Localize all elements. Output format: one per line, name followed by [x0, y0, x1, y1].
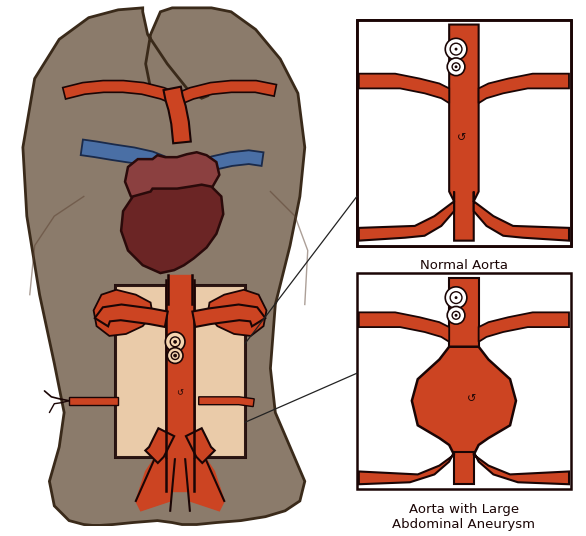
- Bar: [357, 273, 571, 489]
- Circle shape: [450, 292, 462, 303]
- Polygon shape: [69, 397, 118, 405]
- Circle shape: [445, 38, 467, 60]
- Circle shape: [455, 65, 458, 68]
- Polygon shape: [81, 139, 168, 172]
- Circle shape: [165, 332, 185, 352]
- Polygon shape: [412, 347, 516, 455]
- Text: Normal Aorta: Normal Aorta: [420, 259, 508, 272]
- Circle shape: [447, 58, 465, 76]
- Circle shape: [171, 352, 179, 360]
- Bar: [357, 20, 571, 245]
- Polygon shape: [479, 73, 569, 103]
- Polygon shape: [168, 275, 192, 304]
- Polygon shape: [163, 87, 191, 143]
- Polygon shape: [125, 152, 219, 211]
- Circle shape: [447, 307, 465, 324]
- Circle shape: [452, 63, 460, 71]
- Polygon shape: [199, 397, 254, 407]
- Text: Aorta with Large
Abdominal Aneurysm: Aorta with Large Abdominal Aneurysm: [393, 503, 536, 531]
- Text: ↺: ↺: [176, 389, 183, 397]
- Bar: [357, 273, 571, 489]
- Polygon shape: [95, 304, 168, 327]
- Bar: [357, 20, 571, 245]
- Polygon shape: [166, 285, 194, 457]
- Polygon shape: [178, 80, 277, 103]
- Circle shape: [455, 314, 458, 317]
- Circle shape: [455, 48, 458, 50]
- Polygon shape: [136, 457, 175, 511]
- Text: ↺: ↺: [467, 394, 476, 404]
- Polygon shape: [186, 428, 215, 463]
- Polygon shape: [479, 312, 569, 342]
- Circle shape: [455, 296, 458, 299]
- Bar: [357, 20, 571, 245]
- Circle shape: [445, 287, 467, 308]
- Polygon shape: [207, 290, 267, 336]
- Polygon shape: [192, 304, 265, 327]
- Polygon shape: [121, 185, 223, 273]
- Polygon shape: [145, 428, 174, 463]
- Polygon shape: [449, 278, 479, 352]
- Polygon shape: [197, 150, 264, 175]
- Polygon shape: [185, 457, 224, 511]
- Circle shape: [173, 354, 176, 357]
- Polygon shape: [449, 25, 479, 241]
- Polygon shape: [63, 80, 176, 103]
- Polygon shape: [359, 452, 454, 484]
- Polygon shape: [473, 191, 569, 241]
- Text: ↺: ↺: [457, 132, 466, 143]
- Polygon shape: [359, 73, 449, 103]
- Bar: [115, 285, 245, 457]
- Circle shape: [452, 311, 460, 319]
- Polygon shape: [166, 280, 194, 491]
- Polygon shape: [359, 191, 454, 241]
- Polygon shape: [454, 452, 473, 484]
- Circle shape: [167, 348, 183, 363]
- Polygon shape: [359, 312, 449, 342]
- Polygon shape: [23, 8, 305, 525]
- Circle shape: [173, 340, 176, 343]
- Polygon shape: [94, 290, 152, 336]
- Circle shape: [170, 337, 180, 347]
- Polygon shape: [473, 452, 569, 484]
- Circle shape: [450, 43, 462, 55]
- Bar: [357, 20, 571, 245]
